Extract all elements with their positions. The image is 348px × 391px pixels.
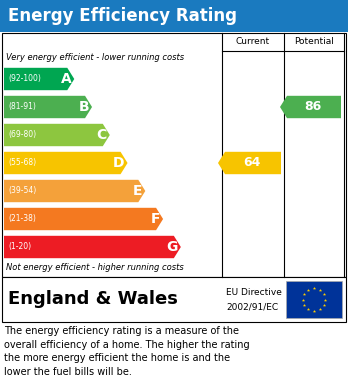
- Polygon shape: [4, 236, 181, 258]
- Text: (69-80): (69-80): [8, 131, 36, 140]
- Polygon shape: [4, 180, 145, 202]
- Polygon shape: [4, 208, 163, 230]
- Text: Potential: Potential: [294, 38, 334, 47]
- Text: F: F: [151, 212, 160, 226]
- Text: (55-68): (55-68): [8, 158, 36, 167]
- Text: Very energy efficient - lower running costs: Very energy efficient - lower running co…: [6, 54, 184, 63]
- Polygon shape: [4, 96, 92, 118]
- Bar: [2, 33, 346, 277]
- Polygon shape: [4, 124, 110, 146]
- Bar: [2, 277, 346, 322]
- Text: E: E: [133, 184, 142, 198]
- Bar: [0, 0, 348, 32]
- Text: C: C: [96, 128, 107, 142]
- Text: (1-20): (1-20): [8, 242, 31, 251]
- Polygon shape: [280, 96, 341, 118]
- Text: 86: 86: [304, 100, 321, 113]
- Text: EU Directive: EU Directive: [226, 288, 282, 297]
- Polygon shape: [218, 152, 281, 174]
- Text: A: A: [61, 72, 71, 86]
- Text: D: D: [113, 156, 125, 170]
- Text: 64: 64: [243, 156, 260, 170]
- Text: G: G: [166, 240, 178, 254]
- Text: (21-38): (21-38): [8, 215, 36, 224]
- Text: England & Wales: England & Wales: [8, 291, 178, 308]
- Text: Energy Efficiency Rating: Energy Efficiency Rating: [8, 7, 237, 25]
- Polygon shape: [4, 68, 74, 90]
- Text: (39-54): (39-54): [8, 187, 36, 196]
- Text: B: B: [78, 100, 89, 114]
- Text: Not energy efficient - higher running costs: Not energy efficient - higher running co…: [6, 264, 184, 273]
- Polygon shape: [4, 152, 128, 174]
- Bar: [286, 281, 342, 318]
- Text: The energy efficiency rating is a measure of the
overall efficiency of a home. T: The energy efficiency rating is a measur…: [4, 326, 250, 377]
- Text: (92-100): (92-100): [8, 75, 41, 84]
- Text: (81-91): (81-91): [8, 102, 36, 111]
- Text: 2002/91/EC: 2002/91/EC: [226, 302, 278, 311]
- Text: Current: Current: [236, 38, 270, 47]
